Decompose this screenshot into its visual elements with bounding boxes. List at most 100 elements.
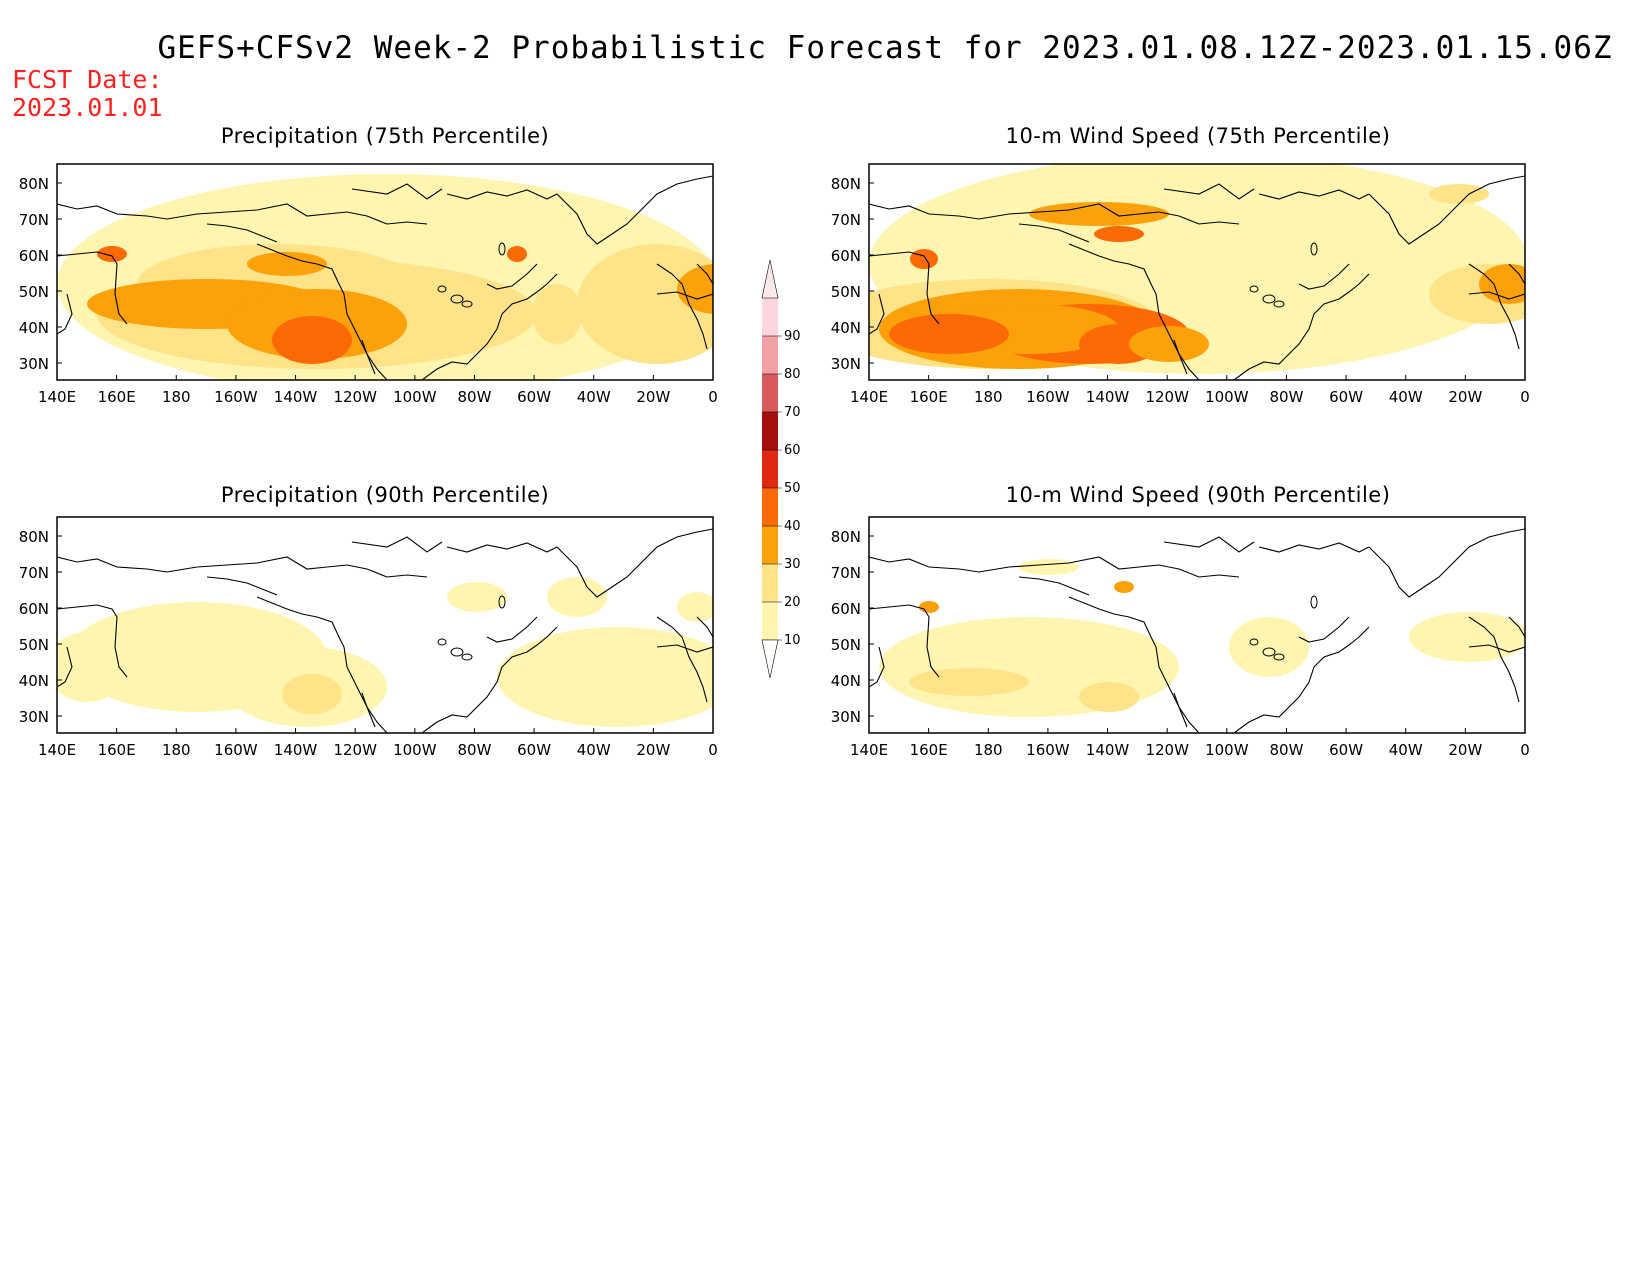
probability-shading bbox=[247, 252, 327, 276]
lake-outline bbox=[1249, 638, 1259, 646]
colorbar-label: 40 bbox=[784, 519, 801, 534]
coastline bbox=[351, 183, 443, 200]
coastline bbox=[446, 542, 558, 553]
coastline bbox=[869, 293, 885, 335]
coastline bbox=[421, 273, 558, 380]
probability-shading bbox=[1409, 612, 1525, 662]
y-tick-label: 60N bbox=[19, 600, 49, 618]
lake-outline bbox=[450, 294, 464, 304]
coastline bbox=[869, 556, 1240, 578]
coastline bbox=[206, 576, 278, 596]
x-tick-label: 40W bbox=[577, 388, 611, 406]
lake-outline bbox=[1273, 300, 1285, 308]
x-tick-label: 100W bbox=[1205, 388, 1249, 406]
x-tick-label: 160W bbox=[1026, 388, 1070, 406]
colorbar-label: 70 bbox=[784, 405, 801, 420]
coastline bbox=[1368, 175, 1525, 245]
panel-title-precip-90: Precipitation (90th Percentile) bbox=[220, 483, 550, 507]
coastline bbox=[1368, 528, 1525, 598]
coastline bbox=[57, 293, 73, 335]
coastline bbox=[57, 203, 428, 225]
coastline bbox=[1068, 243, 1188, 375]
coastline bbox=[556, 528, 713, 598]
x-tick-label: 0 bbox=[1520, 741, 1530, 759]
y-tick-label: 70N bbox=[831, 211, 861, 229]
y-tick-label: 60N bbox=[19, 247, 49, 265]
y-tick-label: 80N bbox=[19, 528, 49, 546]
y-tick-label: 70N bbox=[831, 564, 861, 582]
map-precip-75: 140E 160E 180 160W 140W 120W 100W 80W 60W 40W 20W 0… bbox=[19, 163, 718, 406]
x-tick-label: 160W bbox=[214, 388, 258, 406]
colorbar-label: 90 bbox=[784, 329, 801, 344]
probability-shading bbox=[1094, 226, 1144, 242]
lake-outline bbox=[437, 285, 447, 293]
map-frame bbox=[56, 163, 714, 381]
coastline bbox=[1018, 576, 1090, 596]
coastline bbox=[1163, 536, 1255, 553]
lake-outline bbox=[498, 242, 506, 256]
x-tick-label: 140W bbox=[1086, 741, 1130, 759]
y-tick-label: 30N bbox=[831, 708, 861, 726]
coastline bbox=[696, 263, 713, 285]
y-tick-label: 80N bbox=[831, 175, 861, 193]
coastline bbox=[361, 339, 388, 380]
lake-outline bbox=[1249, 285, 1259, 293]
coastline bbox=[57, 251, 128, 325]
probability-shading bbox=[889, 314, 1009, 354]
probability-shading bbox=[1029, 202, 1169, 226]
probability-shading bbox=[497, 627, 713, 727]
coastline bbox=[1468, 291, 1525, 300]
coastline bbox=[1298, 263, 1350, 290]
y-tick-label: 60N bbox=[831, 600, 861, 618]
coastline bbox=[57, 556, 428, 578]
x-tick-label: 40W bbox=[1389, 388, 1423, 406]
probability-shading bbox=[919, 601, 939, 613]
fcst-label: FCST Date: bbox=[12, 65, 163, 94]
probability-shading bbox=[532, 284, 582, 344]
colorbar-max-triangle bbox=[761, 259, 779, 299]
x-tick-label: 160W bbox=[214, 741, 258, 759]
coastline bbox=[1468, 263, 1520, 350]
colorbar-label: 50 bbox=[784, 481, 801, 496]
coastline bbox=[57, 604, 128, 678]
coastline bbox=[869, 604, 940, 678]
y-tick-label: 50N bbox=[831, 636, 861, 654]
probability-shading bbox=[272, 316, 352, 364]
x-tick-label: 120W bbox=[333, 741, 377, 759]
x-tick-label: 180 bbox=[974, 388, 1003, 406]
x-tick-label: 80W bbox=[1269, 741, 1303, 759]
x-tick-label: 140W bbox=[1086, 388, 1130, 406]
x-tick-label: 140W bbox=[274, 388, 318, 406]
lake-outline bbox=[461, 300, 473, 308]
lake-outline bbox=[437, 638, 447, 646]
coastline bbox=[1018, 223, 1090, 243]
coastline bbox=[556, 175, 713, 245]
y-tick-label: 50N bbox=[19, 636, 49, 654]
lake-outline bbox=[450, 647, 464, 657]
probability-shading bbox=[1229, 617, 1309, 677]
x-tick-label: 160E bbox=[910, 741, 948, 759]
coastline bbox=[446, 189, 558, 200]
colorbar-label: 80 bbox=[784, 367, 801, 382]
panel-title-wind-90: 10-m Wind Speed (90th Percentile) bbox=[1005, 483, 1391, 507]
x-tick-label: 60W bbox=[517, 741, 551, 759]
coastline bbox=[486, 263, 538, 290]
probability-shading bbox=[507, 246, 527, 262]
x-tick-label: 80W bbox=[457, 741, 491, 759]
coastline bbox=[869, 646, 885, 688]
probability-shading bbox=[677, 264, 713, 314]
colorbar-swatch bbox=[762, 602, 778, 640]
x-tick-label: 40W bbox=[577, 741, 611, 759]
coastline bbox=[351, 536, 443, 553]
x-tick-label: 80W bbox=[457, 388, 491, 406]
map-precip-90: 140E 160E 180 160W 140W 120W 100W 80W 60W 40W 20W 0… bbox=[19, 516, 718, 759]
coastline bbox=[656, 644, 713, 653]
probability-shading bbox=[1479, 264, 1525, 304]
colorbar-swatch bbox=[762, 450, 778, 488]
panel-title-precip-75: Precipitation (75th Percentile) bbox=[220, 124, 550, 148]
coastline bbox=[869, 203, 1240, 225]
map-frame bbox=[868, 516, 1526, 734]
probability-shading bbox=[577, 244, 713, 364]
coastline bbox=[656, 263, 708, 350]
x-tick-label: 140E bbox=[850, 741, 888, 759]
